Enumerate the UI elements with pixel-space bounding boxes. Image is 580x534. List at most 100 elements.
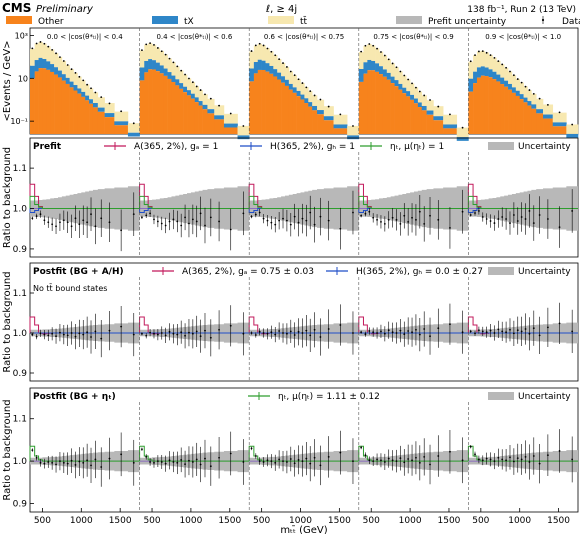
data-point — [380, 220, 382, 223]
ttbar-bar — [281, 62, 286, 77]
tx-bar — [300, 94, 305, 100]
data-point — [352, 460, 354, 463]
data-point — [399, 329, 402, 332]
data-point — [242, 212, 245, 215]
other-bar — [207, 113, 215, 134]
data-point — [156, 220, 159, 223]
data-point — [62, 461, 65, 464]
data-point — [546, 103, 549, 106]
data-point — [66, 462, 69, 465]
ratio-ylabel: Ratio to background — [2, 271, 13, 372]
other-bar — [288, 89, 294, 134]
ttbar-bar — [304, 87, 309, 99]
data-point — [149, 42, 151, 45]
data-point — [407, 330, 410, 332]
data-point — [364, 44, 367, 47]
data-point — [195, 458, 198, 461]
main-ytick-label: 10⁻¹ — [10, 117, 28, 126]
other-bar — [85, 100, 90, 134]
data-point — [59, 56, 61, 58]
data-point — [62, 60, 65, 62]
tx-bar — [323, 116, 334, 121]
data-point — [309, 462, 312, 465]
xtick-label: 500 — [34, 516, 51, 526]
data-point — [407, 220, 410, 223]
tx-bar — [443, 124, 458, 129]
tx-bar — [371, 60, 376, 71]
data-point — [293, 74, 296, 77]
data-point — [82, 461, 85, 464]
tx-bar — [367, 59, 372, 71]
data-point — [352, 125, 354, 127]
tx-bar — [504, 80, 509, 87]
legend-label-A: A(365, 2%), gₐ = 1 — [134, 142, 218, 152]
ttbar-bar — [249, 51, 255, 69]
data-point — [180, 331, 183, 334]
ttbar-bar — [523, 86, 528, 98]
main-panel: 0.0 < |cos(θ*ₜₗ)| < 0.4 0.4 < |cos(θ*ₜₗ)|… — [2, 15, 580, 141]
other-bar — [480, 75, 486, 134]
tx-bar — [543, 114, 554, 119]
ttbar-bar — [261, 45, 266, 61]
data-point — [411, 82, 413, 85]
ratio-ytick-label: 1.0 — [13, 205, 28, 215]
data-point — [282, 217, 284, 220]
ttbar-bar — [484, 52, 489, 68]
other-bar — [284, 85, 290, 134]
data-point — [411, 216, 413, 219]
data-point — [43, 219, 46, 222]
data-point — [47, 45, 50, 48]
ttbar-bar — [42, 43, 47, 60]
data-point — [469, 60, 472, 63]
tx-bar — [144, 60, 149, 73]
other-bar — [473, 83, 478, 134]
plot-area: 0.0 < |cos(θ*ₜₗ)| < 0.4 0.4 < |cos(θ*ₜₗ)|… — [2, 15, 580, 534]
ttbar-bar — [492, 57, 497, 72]
data-point — [391, 331, 394, 334]
xtick-label: 1500 — [328, 516, 351, 526]
data-point — [364, 333, 367, 336]
ttbar-bar — [207, 98, 215, 110]
other-bar — [159, 73, 164, 134]
data-point — [39, 461, 42, 464]
tx-bar — [202, 104, 208, 110]
data-point — [395, 332, 398, 334]
data-point — [209, 336, 212, 339]
other-bar — [152, 69, 157, 134]
data-point — [141, 448, 143, 451]
ttbar-bar — [69, 69, 74, 82]
data-point — [120, 453, 123, 456]
data-point — [327, 219, 330, 222]
data-point — [86, 331, 89, 334]
data-point — [176, 333, 179, 336]
ratio-ytick-label: 1.1 — [13, 415, 27, 425]
other-bar — [38, 68, 43, 134]
data-point — [360, 446, 363, 449]
data-point — [297, 330, 300, 333]
other-bar — [536, 113, 544, 134]
data-point — [270, 221, 273, 224]
ttbar-bar — [54, 53, 59, 68]
xtick-label: 1000 — [399, 516, 422, 526]
data-point — [209, 97, 212, 100]
data-point — [415, 86, 417, 89]
data-point — [229, 452, 232, 455]
data-point — [145, 214, 148, 217]
data-point — [477, 458, 480, 461]
other-bar — [410, 99, 415, 134]
data-point — [524, 85, 527, 88]
data-point — [352, 332, 354, 334]
data-point — [176, 461, 179, 464]
data-point — [301, 460, 304, 463]
data-point — [168, 57, 171, 60]
other-bar — [358, 81, 364, 134]
ttbar-bar — [390, 63, 395, 77]
data-point — [94, 458, 97, 461]
other-bar — [371, 70, 376, 134]
data-point — [153, 44, 155, 46]
ttbar-bar — [202, 94, 208, 105]
data-point — [571, 210, 574, 212]
data-point — [327, 455, 330, 458]
other-bar — [144, 72, 149, 134]
